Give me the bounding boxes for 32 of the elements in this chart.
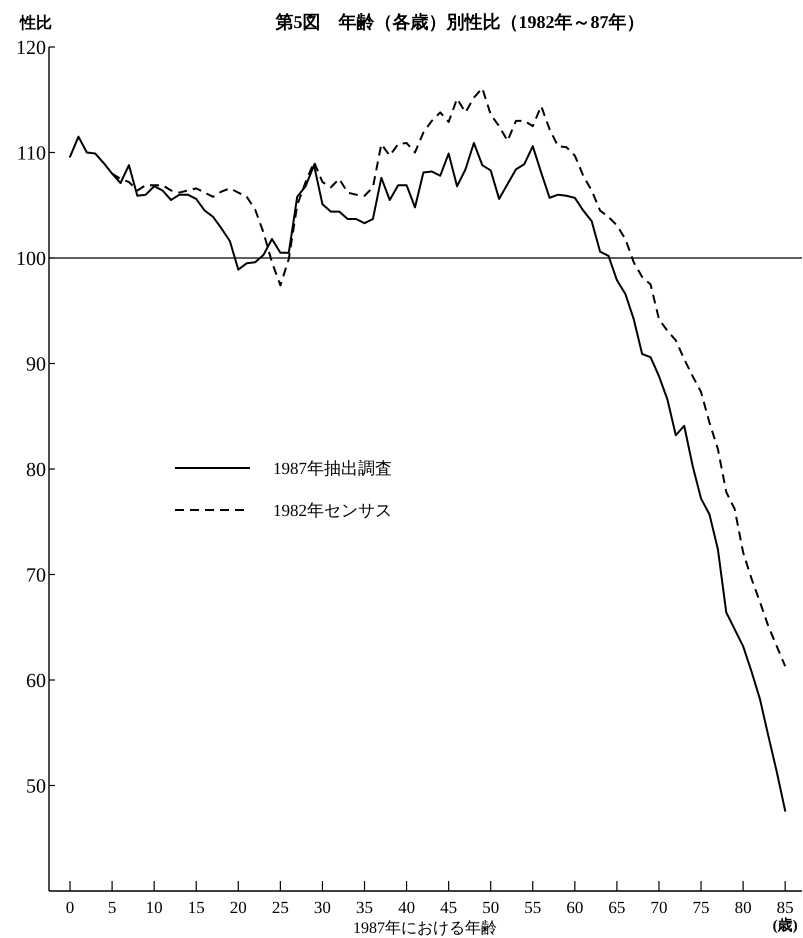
x-tick-label: 70 bbox=[650, 898, 668, 917]
x-tick-label: 20 bbox=[230, 898, 247, 917]
y-tick-label: 60 bbox=[26, 670, 46, 692]
x-tick-label: 75 bbox=[692, 898, 710, 917]
x-tick-label: 60 bbox=[566, 898, 584, 917]
x-tick-label: 85 bbox=[776, 898, 794, 917]
x-tick-label: 10 bbox=[146, 898, 163, 917]
x-tick-label: 80 bbox=[734, 898, 752, 917]
text: (歳) bbox=[772, 917, 798, 934]
x-tick-label: 50 bbox=[482, 898, 500, 917]
x-tick-label: 25 bbox=[272, 898, 289, 917]
x-tick-label: 30 bbox=[314, 898, 331, 917]
x-tick-label: 0 bbox=[66, 898, 74, 917]
legend-label: 1987年抽出調査 bbox=[273, 459, 392, 478]
x-tick-label: 55 bbox=[524, 898, 542, 917]
x-axis-title: 1987年における年齢 bbox=[353, 919, 497, 937]
legend-label: 1982年センサス bbox=[273, 501, 392, 520]
x-tick-label: 5 bbox=[108, 898, 116, 917]
x-tick-label: 45 bbox=[440, 898, 458, 917]
y-tick-label: 90 bbox=[26, 354, 46, 376]
x-tick-label: 65 bbox=[608, 898, 626, 917]
y-tick-label: 80 bbox=[26, 459, 46, 481]
y-tick-label: 70 bbox=[26, 564, 46, 586]
x-tick-label: 15 bbox=[188, 898, 205, 917]
y-tick-label: 120 bbox=[16, 37, 46, 59]
y-tick-label: 100 bbox=[16, 248, 46, 270]
y-tick-label: 50 bbox=[26, 776, 46, 798]
x-tick-label: 40 bbox=[398, 898, 416, 917]
chart-title: 第5図 年齢（各歳）別性比（1982年～87年） bbox=[274, 12, 644, 32]
y-axis-title: 性比 bbox=[19, 14, 52, 32]
y-tick-label: 110 bbox=[16, 142, 46, 164]
x-tick-label: 35 bbox=[356, 898, 374, 917]
